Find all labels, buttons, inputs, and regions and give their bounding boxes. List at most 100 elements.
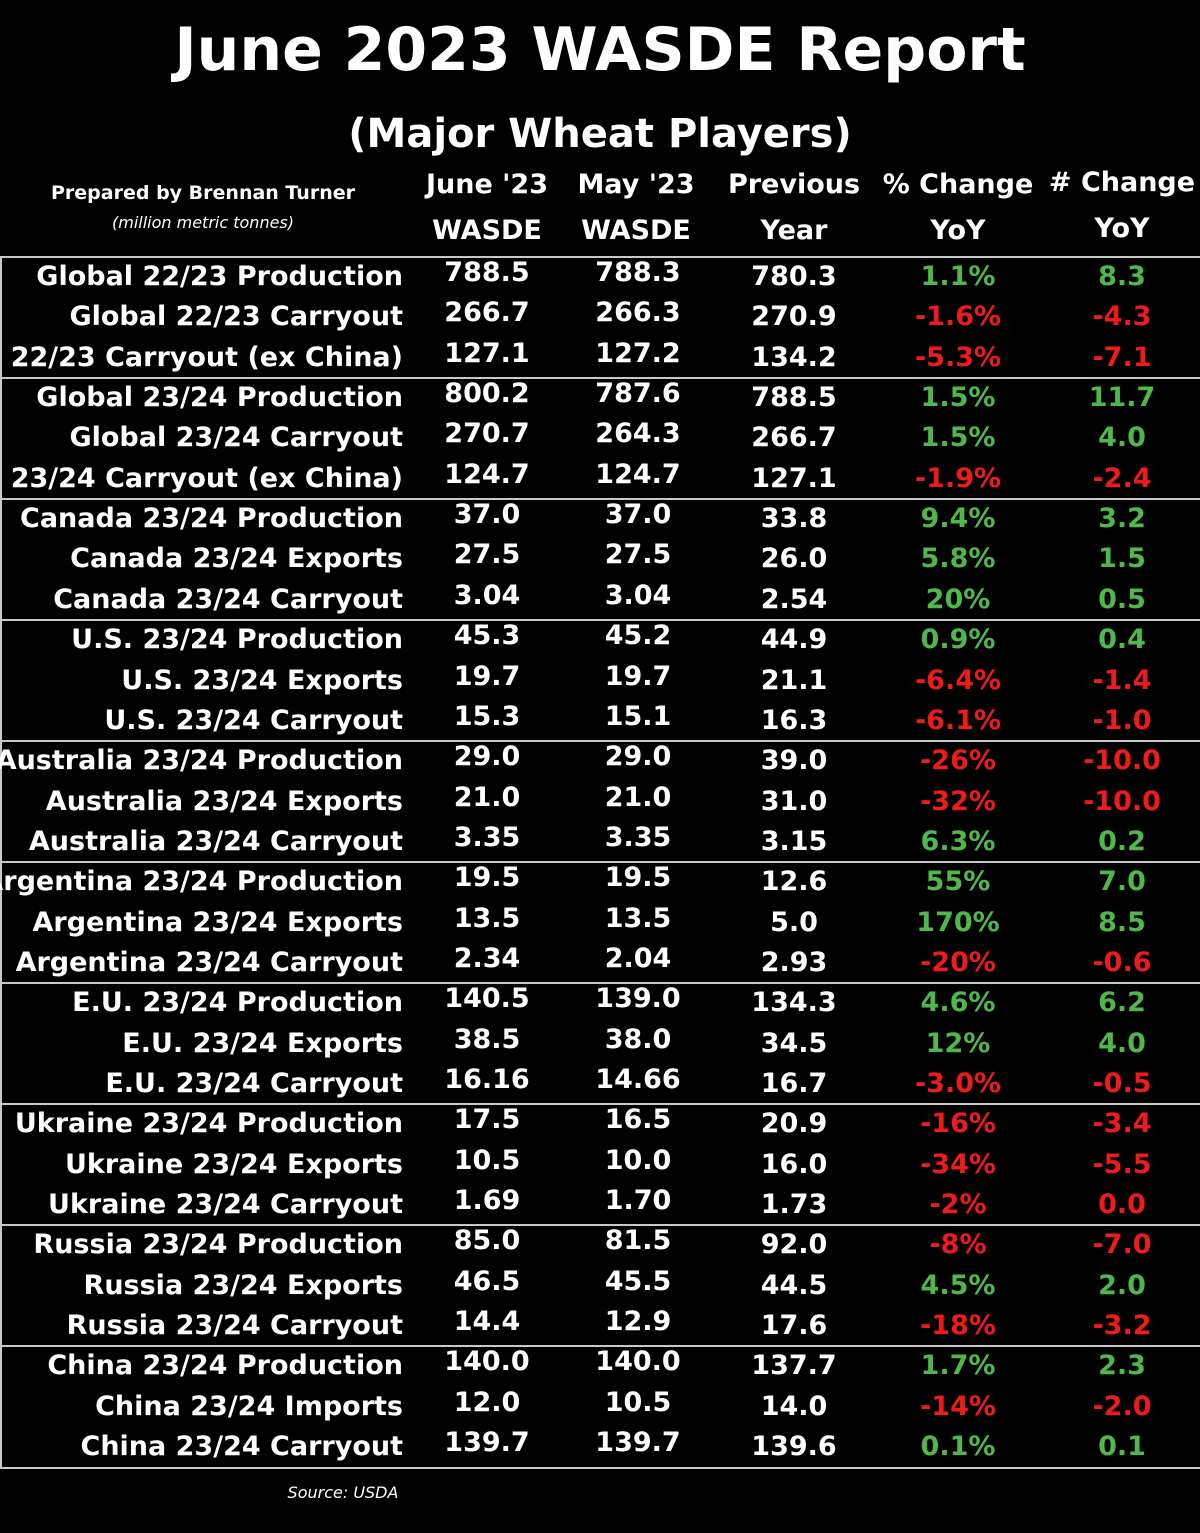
previous-year-value: 134.2 xyxy=(751,342,837,373)
may-wasde-value: 81.5 xyxy=(604,1225,672,1256)
table-row: Canada 23/24 Production 37.0 37.0 33.8 9.4% 3… xyxy=(0,499,1200,539)
header-may-wasde: May '23 WASDE xyxy=(566,162,706,254)
previous-year-value: 14.0 xyxy=(760,1391,828,1422)
table-row: U.S. 23/24 Production 45.3 45.2 44.9 0.9% 0.4 xyxy=(0,620,1200,660)
may-wasde-value: 124.7 xyxy=(595,459,681,490)
june-wasde-value: 13.5 xyxy=(453,903,521,934)
row-label: Global 23/24 Production xyxy=(36,382,403,413)
previous-year-value: 16.7 xyxy=(760,1068,828,1099)
abs-change-value: -1.4 xyxy=(1092,665,1152,696)
may-wasde-value: 1.70 xyxy=(604,1185,672,1216)
previous-year-value: 266.7 xyxy=(751,422,837,453)
pct-change-value: -34% xyxy=(920,1149,996,1180)
abs-change-value: -5.5 xyxy=(1092,1149,1152,1180)
row-label: E.U. 23/24 Exports xyxy=(122,1028,403,1059)
table-row: Russia 23/24 Carryout 14.4 12.9 17.6 -18% -3.… xyxy=(0,1306,1200,1346)
june-wasde-value: 270.7 xyxy=(444,418,530,449)
table-row: Argentina 23/24 Exports 13.5 13.5 5.0 170% 8.… xyxy=(0,903,1200,943)
table-row: U.S. 23/24 Exports 19.7 19.7 21.1 -6.4% -1.4 xyxy=(0,661,1200,701)
previous-year-value: 17.6 xyxy=(760,1310,828,1341)
pct-change-value: 1.7% xyxy=(920,1350,996,1381)
table-row: Australia 23/24 Carryout 3.35 3.35 3.15 6.3%… xyxy=(0,822,1200,862)
pct-change-value: -1.9% xyxy=(914,463,1002,494)
june-wasde-value: 16.16 xyxy=(444,1064,530,1095)
pct-change-value: -26% xyxy=(920,745,996,776)
previous-year-value: 127.1 xyxy=(751,463,837,494)
may-wasde-value: 788.3 xyxy=(595,257,681,288)
pct-change-value: -8% xyxy=(929,1229,987,1260)
previous-year-value: 31.0 xyxy=(760,786,828,817)
previous-year-value: 134.3 xyxy=(751,987,837,1018)
table-row: Argentina 23/24 Carryout 2.34 2.04 2.93 -20%… xyxy=(0,943,1200,983)
june-wasde-value: 21.0 xyxy=(453,782,521,813)
pct-change-value: 4.6% xyxy=(920,987,996,1018)
june-wasde-value: 85.0 xyxy=(453,1225,521,1256)
june-wasde-value: 2.34 xyxy=(453,943,521,974)
may-wasde-value: 266.3 xyxy=(595,297,681,328)
group-divider xyxy=(0,1345,1200,1347)
previous-year-value: 270.9 xyxy=(751,301,837,332)
abs-change-value: -0.6 xyxy=(1092,947,1152,978)
row-label: E.U. 23/24 Carryout xyxy=(105,1068,403,1099)
abs-change-value: -3.2 xyxy=(1092,1310,1152,1341)
row-label: Global 22/23 Production xyxy=(36,261,403,292)
pct-change-value: 1.1% xyxy=(920,261,996,292)
previous-year-value: 34.5 xyxy=(760,1028,828,1059)
group-divider xyxy=(0,861,1200,863)
abs-change-value: 0.1 xyxy=(1098,1431,1146,1462)
row-label: China 23/24 Production xyxy=(47,1350,403,1381)
table-row: E.U. 23/24 Production 140.5 139.0 134.3 4.6%… xyxy=(0,983,1200,1023)
table-row: China 23/24 Carryout 139.7 139.7 139.6 0.1% 0… xyxy=(0,1427,1200,1467)
pct-change-value: 20% xyxy=(925,584,991,615)
previous-year-value: 788.5 xyxy=(751,382,837,413)
table-row: China 23/24 Production 140.0 140.0 137.7 1.7… xyxy=(0,1346,1200,1386)
pct-change-value: 55% xyxy=(925,866,991,897)
previous-year-value: 44.9 xyxy=(760,624,828,655)
may-wasde-value: 10.5 xyxy=(604,1387,672,1418)
june-wasde-value: 12.0 xyxy=(453,1387,521,1418)
june-wasde-value: 27.5 xyxy=(453,539,521,570)
pct-change-value: -20% xyxy=(920,947,996,978)
header-june-line2: WASDE xyxy=(432,215,542,246)
june-wasde-value: 800.2 xyxy=(444,378,530,409)
table-row: Australia 23/24 Production 29.0 29.0 39.0 -2… xyxy=(0,741,1200,781)
row-label: Russia 23/24 Exports xyxy=(83,1270,403,1301)
may-wasde-value: 13.5 xyxy=(604,903,672,934)
row-label: Ukraine 23/24 Carryout xyxy=(48,1189,403,1220)
may-wasde-value: 21.0 xyxy=(604,782,672,813)
pct-change-value: 0.9% xyxy=(920,624,996,655)
pct-change-value: 12% xyxy=(925,1028,991,1059)
row-label: Russia 23/24 Carryout xyxy=(66,1310,403,1341)
row-label: Russia 23/24 Production xyxy=(33,1229,403,1260)
row-label: Argentina 23/24 Carryout xyxy=(15,947,403,978)
previous-year-value: 33.8 xyxy=(760,503,828,534)
pct-change-value: -1.6% xyxy=(914,301,1002,332)
row-label: Global 22/23 Carryout xyxy=(69,301,403,332)
source-note: Source: USDA xyxy=(287,1483,399,1502)
row-label: 22/23 Carryout (ex China) xyxy=(10,342,403,373)
june-wasde-value: 45.3 xyxy=(453,620,521,651)
june-wasde-value: 266.7 xyxy=(444,297,530,328)
abs-change-value: -10.0 xyxy=(1083,786,1161,817)
table-row: Argentina 23/24 Production 19.5 19.5 12.6 55… xyxy=(0,862,1200,902)
header-may-line2: WASDE xyxy=(581,215,691,246)
table-row: U.S. 23/24 Carryout 15.3 15.1 16.3 -6.1% -1.0 xyxy=(0,701,1200,741)
header-abs-line1: # Change xyxy=(1048,167,1196,198)
may-wasde-value: 10.0 xyxy=(604,1145,672,1176)
may-wasde-value: 19.7 xyxy=(604,661,672,692)
previous-year-value: 780.3 xyxy=(751,261,837,292)
june-wasde-value: 17.5 xyxy=(453,1104,521,1135)
abs-change-value: 3.2 xyxy=(1098,503,1146,534)
abs-change-value: 8.5 xyxy=(1098,907,1146,938)
row-label: U.S. 23/24 Carryout xyxy=(104,705,403,736)
table-row: China 23/24 Imports 12.0 10.5 14.0 -14% -2.0 xyxy=(0,1387,1200,1427)
row-label: Argentina 23/24 Production xyxy=(0,866,403,897)
abs-change-value: 6.2 xyxy=(1098,987,1146,1018)
abs-change-value: 1.5 xyxy=(1098,543,1146,574)
june-wasde-value: 15.3 xyxy=(453,701,521,732)
abs-change-value: 0.2 xyxy=(1098,826,1146,857)
table-row: E.U. 23/24 Exports 38.5 38.0 34.5 12% 4.0 xyxy=(0,1024,1200,1064)
table-row: Australia 23/24 Exports 21.0 21.0 31.0 -32% -… xyxy=(0,782,1200,822)
previous-year-value: 26.0 xyxy=(760,543,828,574)
june-wasde-value: 788.5 xyxy=(444,257,530,288)
